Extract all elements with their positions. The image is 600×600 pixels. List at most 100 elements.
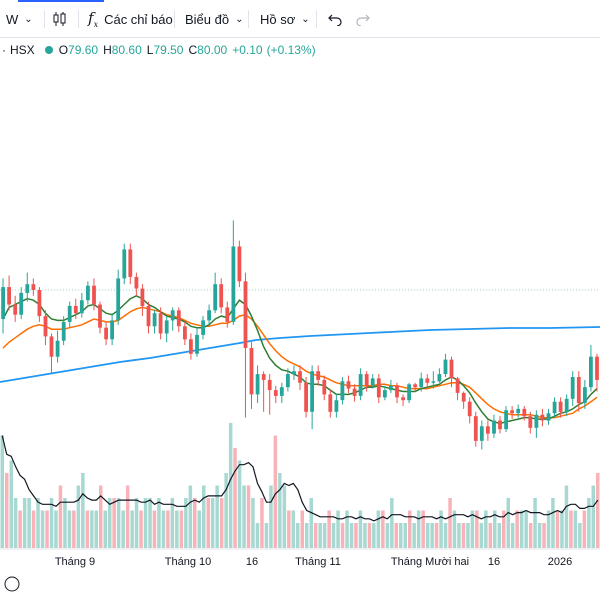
- volume-bar: [403, 523, 407, 548]
- candle-body: [298, 371, 302, 383]
- candle-body: [116, 278, 121, 321]
- volume-bar: [560, 510, 564, 548]
- volume-ma-line: [1, 435, 599, 522]
- volume-bar: [510, 523, 515, 548]
- volume-bar: [193, 498, 197, 548]
- volume-bar: [139, 510, 143, 548]
- volume-bar: [331, 523, 336, 548]
- volume-bar: [188, 485, 193, 548]
- candle-body: [473, 416, 478, 441]
- volume-bar: [134, 498, 139, 548]
- candle-body: [73, 305, 78, 314]
- volume-bar: [475, 510, 479, 548]
- chart-type-button[interactable]: Biểu đồ ⌄: [185, 0, 243, 38]
- volume-bar: [425, 523, 430, 548]
- candle-body: [176, 310, 181, 327]
- volume-bar: [466, 523, 470, 548]
- candle-body: [492, 420, 496, 434]
- candle-body: [25, 284, 30, 293]
- volume-bar: [116, 498, 121, 548]
- candle-body: [316, 371, 321, 380]
- candle-body: [189, 339, 193, 354]
- volume-bar: [108, 498, 112, 548]
- candle-body: [219, 284, 224, 308]
- legend-change-pct: (+0.13%): [266, 43, 316, 57]
- candle-body: [383, 390, 387, 398]
- candle-body: [516, 408, 521, 414]
- volume-bar: [399, 523, 403, 548]
- candle-body: [425, 378, 430, 383]
- volume-bar: [327, 510, 331, 548]
- chevron-down-icon: ⌄: [235, 13, 244, 25]
- candles-style-button[interactable]: [52, 0, 68, 38]
- volume-bar: [273, 435, 278, 548]
- candle-body: [255, 374, 260, 395]
- indicators-label: Các chỉ báo: [104, 11, 173, 27]
- candle-body: [370, 378, 375, 386]
- volume-bar: [336, 510, 340, 548]
- candle-body: [279, 387, 284, 396]
- redo-button[interactable]: [356, 0, 370, 38]
- volume-bar: [125, 485, 130, 548]
- market-status-icon: [44, 46, 53, 54]
- candle-body: [413, 384, 418, 388]
- volume-bar: [564, 485, 569, 548]
- candle-body: [122, 249, 127, 279]
- candle-body: [498, 420, 502, 430]
- toolbar-divider: [248, 10, 249, 28]
- volume-bar: [376, 510, 381, 548]
- volume-bar: [179, 510, 184, 548]
- candle-body: [558, 401, 563, 412]
- candle-body: [267, 379, 272, 391]
- volume-bar: [578, 523, 582, 548]
- volume-bar: [103, 510, 107, 548]
- candle-body: [534, 414, 539, 428]
- candle-body: [461, 392, 466, 402]
- profile-button[interactable]: Hồ sơ ⌄: [260, 0, 310, 38]
- candle-body: [510, 410, 514, 414]
- candle-body: [364, 374, 369, 386]
- legend-open: O79.60: [58, 43, 99, 57]
- volume-bar: [237, 460, 242, 548]
- interval-label: W: [6, 11, 19, 27]
- volume-bar: [130, 510, 134, 548]
- toolbar-divider: [316, 10, 317, 28]
- volume-bar: [461, 523, 466, 548]
- volume-bar: [251, 498, 255, 548]
- volume-bar: [349, 523, 354, 548]
- time-axis-label: 2026: [548, 556, 572, 568]
- volume-bar: [148, 498, 152, 548]
- volume-bar: [76, 485, 81, 548]
- volume-bar: [85, 510, 90, 548]
- candle-body: [146, 305, 151, 327]
- candle-body: [595, 356, 599, 380]
- volume-bar: [63, 498, 67, 548]
- time-axis-label: 16: [488, 556, 500, 568]
- candle-body: [110, 320, 114, 340]
- interval-button[interactable]: W ⌄: [6, 0, 33, 38]
- candle-body: [213, 284, 218, 311]
- candle-body: [19, 292, 24, 315]
- volume-bar: [175, 510, 179, 548]
- volume-bar: [372, 523, 376, 548]
- volume-bar: [152, 510, 157, 548]
- volume-bar: [40, 510, 45, 548]
- volume-bar: [157, 498, 161, 548]
- volume-bar: [143, 498, 148, 548]
- time-axis-label: Tháng Mười hai: [391, 556, 469, 568]
- volume-bar: [416, 510, 421, 548]
- candle-body: [61, 321, 66, 341]
- volume-bar: [121, 510, 125, 548]
- volume-bar: [300, 510, 304, 548]
- legend-close: C80.00: [188, 43, 228, 57]
- volume-bar: [282, 485, 287, 548]
- undo-button[interactable]: [328, 0, 342, 38]
- volume-bar: [443, 523, 448, 548]
- candle-body: [570, 377, 575, 399]
- volume-bar: [27, 498, 31, 548]
- indicators-button[interactable]: fx Các chỉ báo: [88, 0, 173, 38]
- candle-body: [164, 320, 169, 334]
- volume-bar: [434, 523, 439, 548]
- candle-body: [358, 374, 363, 396]
